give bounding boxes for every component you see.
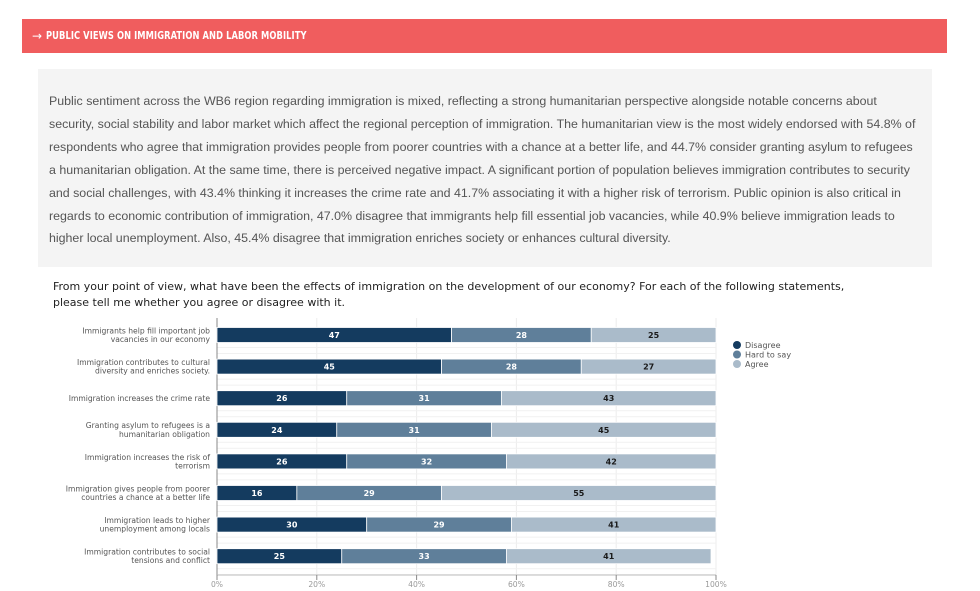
data-label: 55 — [573, 489, 585, 498]
category-label: vacancies in our economy — [111, 335, 211, 344]
x-tick-label: 20% — [308, 580, 325, 589]
category-label: countries a chance at a better life — [81, 493, 210, 502]
data-label: 41 — [608, 521, 620, 530]
data-label: 33 — [419, 552, 430, 561]
category-label: tensions and conflict — [131, 556, 210, 565]
legend-label: Agree — [745, 360, 769, 369]
section-header: → PUBLIC VIEWS ON IMMIGRATION AND LABOR … — [22, 19, 947, 53]
bar-segment-agree — [491, 421, 717, 438]
data-label: 31 — [419, 394, 431, 403]
category-label: Immigration contributes to social — [84, 548, 210, 557]
bar-segment-agree — [506, 453, 717, 470]
data-label: 25 — [648, 331, 660, 340]
data-label: 25 — [274, 552, 286, 561]
data-label: 28 — [516, 331, 528, 340]
bar-segment-agree — [501, 390, 717, 407]
data-label: 32 — [421, 457, 432, 466]
bar-segment-agree — [580, 358, 717, 375]
category-label: unemployment among locals — [100, 525, 210, 534]
x-tick-label: 60% — [508, 580, 525, 589]
summary-box: Public sentiment across the WB6 region r… — [38, 69, 932, 267]
x-tick-label: 40% — [408, 580, 425, 589]
data-label: 45 — [324, 363, 336, 372]
data-label: 47 — [329, 331, 340, 340]
bar-segment-agree — [590, 327, 717, 343]
data-label: 30 — [286, 521, 298, 530]
x-tick-label: 100% — [705, 580, 727, 589]
survey-question: From your point of view, what have been … — [53, 280, 845, 309]
category-label: humanitarian obligation — [119, 430, 210, 439]
category-label: diversity and enriches society. — [95, 367, 210, 376]
category-label: Immigration increases the risk of — [85, 453, 211, 462]
data-label: 45 — [598, 426, 610, 435]
data-label: 31 — [409, 426, 421, 435]
summary-text: Public sentiment across the WB6 region r… — [49, 94, 916, 246]
bar-segment-agree — [506, 548, 712, 565]
data-label: 41 — [603, 552, 615, 561]
stacked-bar-chart: 0% 20% 40% 60% 80% 100% Immigrants help fill i… — [66, 318, 791, 589]
data-label: 43 — [603, 394, 614, 403]
category-label: Granting asylum to refugees is a — [86, 421, 210, 430]
legend-marker — [733, 360, 741, 368]
data-label: 28 — [506, 363, 518, 372]
category-label: Immigration gives people from poorer — [66, 484, 211, 493]
data-label: 27 — [643, 363, 654, 372]
data-label: 42 — [606, 457, 617, 466]
legend-marker — [733, 341, 741, 349]
x-tick-label: 0% — [211, 580, 223, 589]
category-label: Immigration increases the crime rate — [69, 394, 211, 403]
data-label: 29 — [364, 489, 376, 498]
legend-label: Disagree — [745, 341, 781, 350]
legend-marker — [733, 350, 741, 359]
data-label: 16 — [251, 489, 263, 498]
arrow-right-icon: → — [32, 29, 43, 43]
data-label: 24 — [271, 426, 283, 435]
category-label: Immigration leads to higher — [104, 516, 211, 525]
data-label: 26 — [276, 394, 288, 403]
data-label: 26 — [276, 457, 288, 466]
x-tick-label: 80% — [608, 580, 625, 589]
category-label: Immigration contributes to cultural — [77, 358, 210, 367]
category-label: terrorism — [175, 461, 210, 470]
data-label: 29 — [433, 521, 445, 530]
section-title: PUBLIC VIEWS ON IMMIGRATION AND LABOR MO… — [46, 30, 307, 42]
category-label: Immigrants help fill important job — [82, 326, 210, 335]
bar-segment-agree — [511, 516, 717, 533]
bar-segment-agree — [441, 485, 717, 501]
legend-label: Hard to say — [745, 351, 791, 360]
